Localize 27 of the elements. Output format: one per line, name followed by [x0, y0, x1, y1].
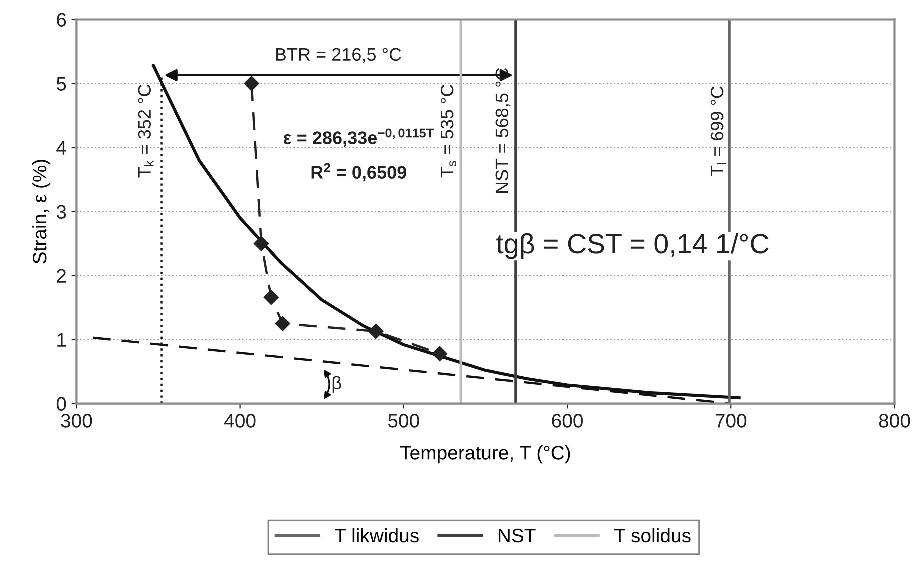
legend-label: T solidus: [614, 528, 691, 543]
annotation: BTR = 216,5 °C: [276, 48, 402, 64]
x-tick-label: 500: [388, 414, 420, 428]
annotation: β: [332, 376, 342, 394]
annotation: T$_{l}$ = 699 °C: [710, 86, 726, 176]
y-tick-label: 3: [56, 205, 66, 220]
legend-label: T likwidus: [335, 528, 419, 543]
annotation: R$^{2}$ = 0,6509: [312, 163, 406, 182]
y-tick-label: 5: [56, 77, 66, 91]
y-tick-label: 1: [58, 333, 66, 347]
x-axis-title: Temperature, T (°C): [400, 446, 570, 464]
x-tick-label: 400: [224, 414, 256, 428]
annotation: NST = 568,5 °C: [496, 68, 511, 194]
x-tick-label: 300: [61, 414, 92, 428]
x-tick-label: 600: [552, 414, 583, 428]
annotation: T$_{s}$ = 535 °C: [440, 84, 457, 178]
y-tick-label: 0: [56, 397, 66, 412]
annotation: tgβ = CST = 0,14 1/°C: [496, 233, 769, 260]
y-tick-label: 6: [57, 13, 66, 27]
legend-label: NST: [498, 528, 536, 543]
annotation: T$_{k}$ = 352 °C: [138, 84, 154, 178]
x-tick-label: 700: [716, 414, 747, 428]
annotation: ε = 286,33e$^{−0,0115T}$: [284, 128, 434, 148]
y-axis-title: Strain, ε (%): [32, 160, 51, 264]
y-tick-label: 2: [57, 269, 66, 283]
x-tick-label: 800: [879, 414, 910, 428]
y-tick-label: 4: [56, 141, 66, 155]
